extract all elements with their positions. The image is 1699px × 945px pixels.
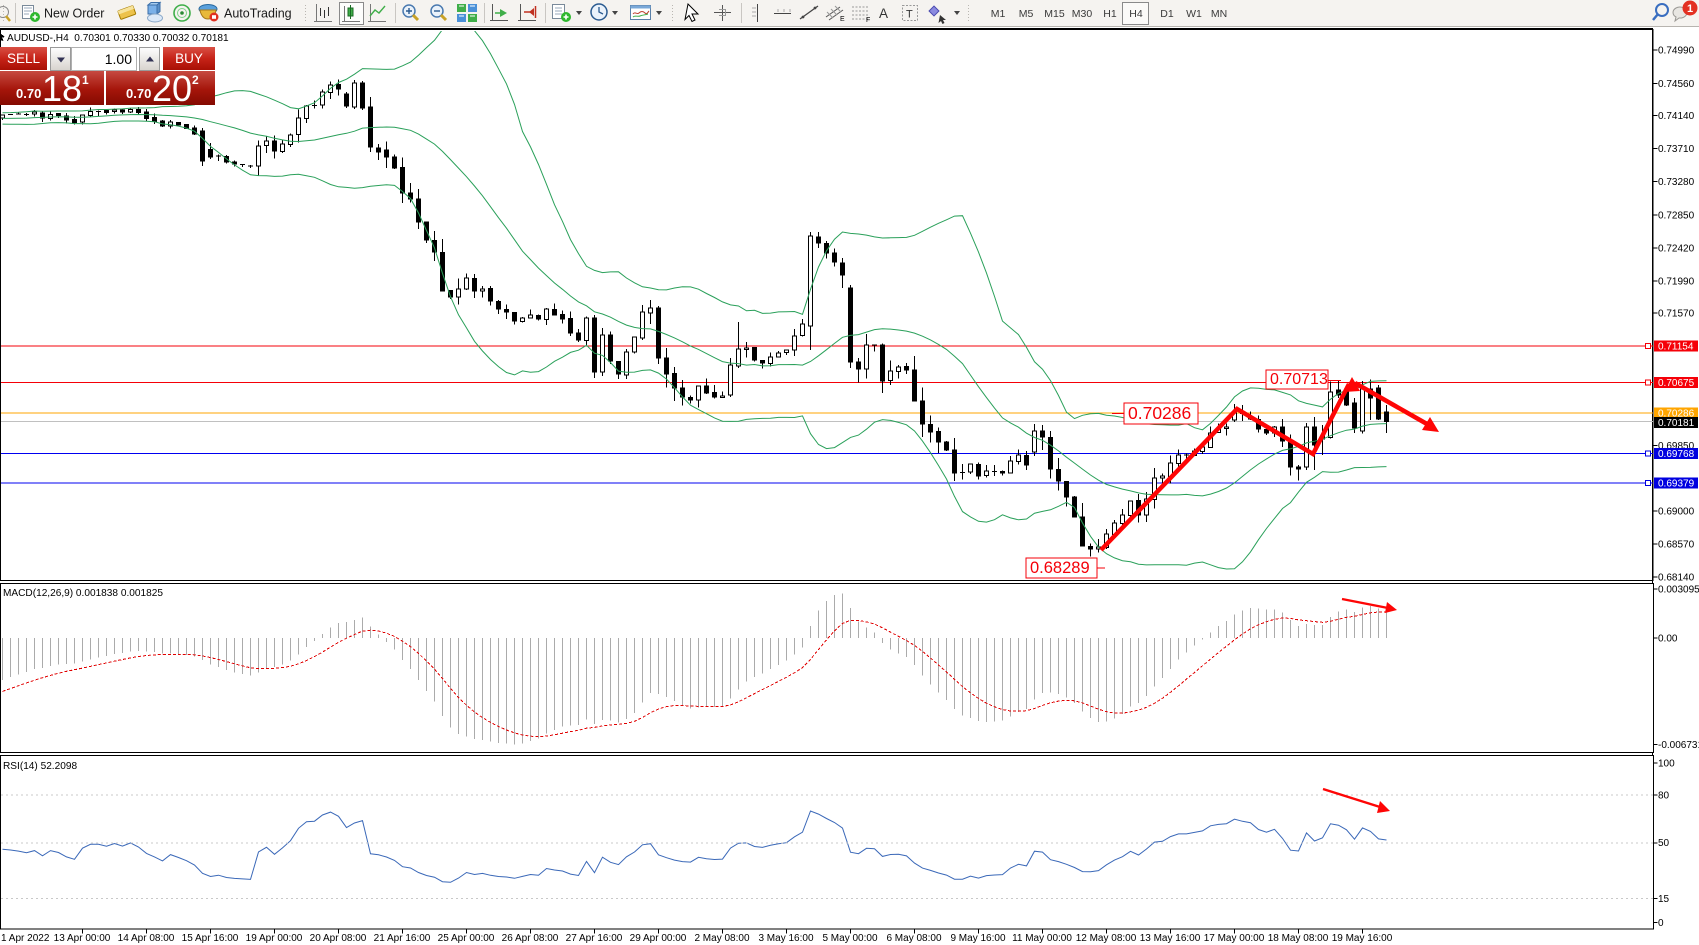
svg-text:0.71154: 0.71154 bbox=[1658, 341, 1694, 352]
svg-text:100: 100 bbox=[1658, 759, 1675, 770]
svg-text:12 May 08:00: 12 May 08:00 bbox=[1076, 933, 1137, 944]
svg-text:New Order: New Order bbox=[44, 7, 104, 21]
svg-text:0.74990: 0.74990 bbox=[1658, 46, 1695, 57]
svg-text:13 May 16:00: 13 May 16:00 bbox=[1140, 933, 1201, 944]
svg-text:0.69768: 0.69768 bbox=[1658, 449, 1695, 460]
svg-text:RSI(14) 52.2098: RSI(14) 52.2098 bbox=[3, 761, 77, 772]
svg-text:0.70713: 0.70713 bbox=[1270, 371, 1328, 388]
svg-text:0.00: 0.00 bbox=[1658, 634, 1678, 645]
svg-text:19 Apr 00:00: 19 Apr 00:00 bbox=[246, 933, 303, 944]
svg-text:0.68140: 0.68140 bbox=[1658, 573, 1695, 584]
svg-text:MACD(12,26,9) 0.001838 0.00182: MACD(12,26,9) 0.001838 0.001825 bbox=[3, 588, 163, 599]
svg-text:0.73710: 0.73710 bbox=[1658, 144, 1695, 155]
svg-text:0.70286: 0.70286 bbox=[1128, 403, 1191, 423]
svg-text:27 Apr 16:00: 27 Apr 16:00 bbox=[566, 933, 623, 944]
svg-text:0.70181: 0.70181 bbox=[1658, 418, 1695, 429]
svg-text:14 Apr 08:00: 14 Apr 08:00 bbox=[118, 933, 175, 944]
svg-text:2 May 08:00: 2 May 08:00 bbox=[694, 933, 749, 944]
svg-text:80: 80 bbox=[1658, 790, 1670, 801]
svg-text:H1: H1 bbox=[1103, 8, 1117, 20]
svg-text:5 May 00:00: 5 May 00:00 bbox=[822, 933, 877, 944]
svg-text:M30: M30 bbox=[1072, 8, 1093, 20]
svg-text:M1: M1 bbox=[991, 8, 1006, 20]
svg-text:9 May 16:00: 9 May 16:00 bbox=[950, 933, 1005, 944]
svg-text:13 Apr 00:00: 13 Apr 00:00 bbox=[54, 933, 111, 944]
svg-text:M5: M5 bbox=[1019, 8, 1034, 20]
svg-text:0.68570: 0.68570 bbox=[1658, 539, 1695, 550]
svg-text:D1: D1 bbox=[1160, 8, 1174, 20]
svg-text:AUDUSD-,H4 0.70301 0.70330 0.: AUDUSD-,H4 0.70301 0.70330 0.70032 0.701… bbox=[7, 33, 229, 44]
svg-text:1: 1 bbox=[1687, 3, 1693, 15]
svg-text:15 Apr 16:00: 15 Apr 16:00 bbox=[182, 933, 239, 944]
svg-text:29 Apr 00:00: 29 Apr 00:00 bbox=[630, 933, 687, 944]
svg-text:0.70286: 0.70286 bbox=[1658, 408, 1695, 419]
svg-text:21 Apr 16:00: 21 Apr 16:00 bbox=[374, 933, 431, 944]
svg-text:17 May 00:00: 17 May 00:00 bbox=[1204, 933, 1265, 944]
svg-text:E: E bbox=[840, 16, 845, 23]
svg-text:0: 0 bbox=[1658, 918, 1664, 929]
svg-text:6 May 08:00: 6 May 08:00 bbox=[886, 933, 941, 944]
svg-text:3 May 16:00: 3 May 16:00 bbox=[758, 933, 813, 944]
svg-text:0.71570: 0.71570 bbox=[1658, 309, 1695, 320]
svg-text:0.72850: 0.72850 bbox=[1658, 210, 1695, 221]
svg-text:0.74560: 0.74560 bbox=[1658, 79, 1695, 90]
svg-text:0.69379: 0.69379 bbox=[1658, 479, 1695, 490]
svg-text:0.72420: 0.72420 bbox=[1658, 243, 1695, 254]
svg-text:0.69850: 0.69850 bbox=[1658, 441, 1695, 452]
svg-text:0.69000: 0.69000 bbox=[1658, 506, 1695, 517]
svg-text:T: T bbox=[906, 9, 913, 21]
svg-text:0.71990: 0.71990 bbox=[1658, 276, 1695, 287]
svg-text:25 Apr 00:00: 25 Apr 00:00 bbox=[438, 933, 495, 944]
svg-text:-0.006731: -0.006731 bbox=[1658, 740, 1699, 751]
svg-text:0.74140: 0.74140 bbox=[1658, 111, 1695, 122]
svg-text:50: 50 bbox=[1658, 838, 1670, 849]
svg-text:M15: M15 bbox=[1044, 8, 1065, 20]
svg-text:0.73280: 0.73280 bbox=[1658, 177, 1695, 188]
svg-text:19 May 16:00: 19 May 16:00 bbox=[1332, 933, 1393, 944]
svg-text:MN: MN bbox=[1211, 8, 1227, 20]
svg-text:11 May 00:00: 11 May 00:00 bbox=[1012, 933, 1072, 944]
svg-text:0.68289: 0.68289 bbox=[1030, 559, 1090, 577]
svg-text:W1: W1 bbox=[1186, 8, 1202, 20]
svg-text:F: F bbox=[866, 17, 870, 24]
svg-text:18 May 08:00: 18 May 08:00 bbox=[1268, 933, 1329, 944]
svg-text:20 Apr 08:00: 20 Apr 08:00 bbox=[310, 933, 367, 944]
svg-text:15: 15 bbox=[1658, 894, 1670, 905]
svg-text:H4: H4 bbox=[1129, 8, 1143, 20]
svg-text:0.003095: 0.003095 bbox=[1658, 585, 1699, 596]
svg-text:AutoTrading: AutoTrading bbox=[224, 7, 292, 21]
svg-text:26 Apr 08:00: 26 Apr 08:00 bbox=[502, 933, 559, 944]
svg-text:1 Apr 2022: 1 Apr 2022 bbox=[1, 933, 50, 944]
svg-text:0.70675: 0.70675 bbox=[1658, 378, 1695, 389]
svg-text:A: A bbox=[879, 6, 888, 21]
